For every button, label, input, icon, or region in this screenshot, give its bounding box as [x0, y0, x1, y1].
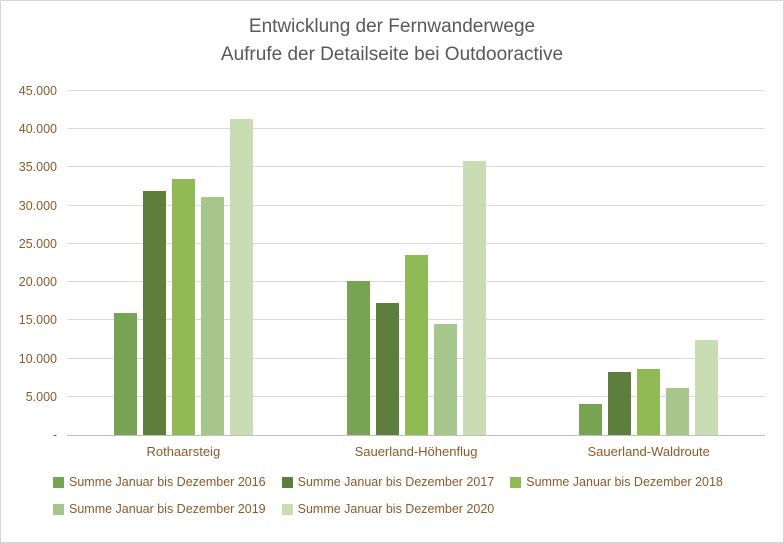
bar [666, 387, 690, 435]
x-category-label: Rothaarsteig [146, 444, 221, 459]
legend: Summe Januar bis Dezember 2016 Summe Janu… [53, 475, 743, 516]
legend-label: Summe Januar bis Dezember 2018 [526, 475, 723, 489]
y-axis: - 5.000 10.000 15.000 20.000 25.000 30.000 35.0… [1, 84, 67, 442]
y-tick-label: 40.000 [18, 122, 57, 137]
bar-group [300, 91, 533, 435]
gridline [67, 90, 765, 91]
bar [579, 403, 603, 435]
legend-label: Summe Januar bis Dezember 2017 [297, 475, 495, 489]
legend-swatch-icon [281, 476, 293, 488]
chart-body: - 5.000 10.000 15.000 20.000 25.000 30.000 35.0… [1, 84, 765, 442]
y-tick-label: 30.000 [18, 198, 57, 213]
legend-swatch-icon [510, 476, 522, 488]
y-tick-label: 20.000 [18, 275, 57, 290]
plot-area [67, 90, 765, 436]
bar [171, 178, 195, 435]
legend-item: Summe Januar bis Dezember 2019 [53, 502, 266, 516]
gridline [67, 204, 765, 206]
bar [142, 191, 166, 435]
y-tick-label: 15.000 [18, 313, 57, 328]
y-tick-label: 10.000 [18, 351, 57, 366]
gridline [67, 128, 765, 130]
legend-label: Summe Januar bis Dezember 2020 [297, 502, 495, 516]
legend-label: Summe Januar bis Dezember 2019 [69, 502, 266, 516]
legend-swatch-icon [53, 503, 64, 515]
bar-group [67, 91, 300, 435]
bar [433, 324, 457, 435]
bar [229, 119, 253, 435]
bar [375, 302, 399, 435]
legend-item: Summe Januar bis Dezember 2020 [281, 502, 495, 516]
y-tick-label: - [52, 428, 57, 442]
legend-item: Summe Januar bis Dezember 2018 [510, 475, 723, 489]
bar [346, 280, 370, 435]
bar [462, 161, 486, 435]
x-category-label: Sauerland-Höhenflug [354, 444, 478, 459]
legend-swatch-icon [281, 503, 293, 515]
bar-group [532, 91, 765, 435]
gridline [67, 166, 765, 168]
x-axis-labels: Rothaarsteig Sauerland-Höhenflug Sauerland… [67, 435, 765, 459]
bar [404, 255, 428, 435]
chart-title-line1: Entwicklung der Fernwanderwege [248, 16, 536, 37]
y-tick-label: 45.000 [18, 84, 57, 98]
x-category-label: Sauerland-Waldroute [587, 444, 710, 459]
bar [113, 312, 137, 435]
y-tick-label: 25.000 [18, 236, 57, 251]
y-tick-label: 35.000 [18, 160, 57, 175]
bar [695, 340, 719, 435]
bar-groups [67, 91, 765, 435]
bar [637, 368, 661, 435]
legend-item: Summe Januar bis Dezember 2016 [53, 475, 266, 489]
legend-item: Summe Januar bis Dezember 2017 [281, 475, 495, 489]
bar [200, 197, 224, 435]
y-tick-label: 5.000 [25, 389, 57, 404]
legend-swatch-icon [53, 476, 64, 488]
gridline [67, 242, 765, 244]
chart-title-line2: Aufrufe der Detailseite bei Outdooractiv… [220, 44, 564, 65]
chart-title: Entwicklung der Fernwanderwege Aufrufe d… [1, 13, 783, 69]
bar [608, 371, 632, 435]
legend-label: Summe Januar bis Dezember 2016 [69, 475, 266, 489]
